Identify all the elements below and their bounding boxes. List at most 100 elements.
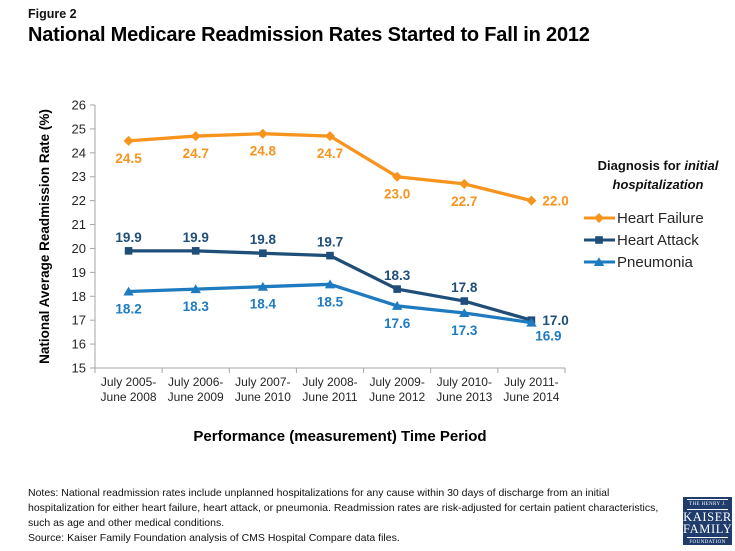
data-label: 24.7 <box>183 146 209 161</box>
data-label: 22.7 <box>451 194 477 209</box>
triangle-marker <box>324 279 336 289</box>
square-marker <box>393 285 401 293</box>
data-label: 17.8 <box>451 280 478 295</box>
y-axis-tick-label: 24 <box>72 145 86 160</box>
kff-logo: THE HENRY J. KAISER FAMILY FOUNDATION <box>683 497 732 545</box>
y-axis-tick-label: 25 <box>72 121 86 136</box>
triangle-marker <box>257 281 269 291</box>
y-axis-title: National Average Readmission Rate (%) <box>37 109 52 364</box>
diamond-marker <box>123 135 134 146</box>
diamond-marker <box>190 131 201 142</box>
triangle-marker <box>190 284 201 294</box>
y-axis-tick-label: 15 <box>72 361 86 376</box>
triangle-marker <box>593 257 605 266</box>
data-label: 22.0 <box>542 194 568 209</box>
data-label: 17.0 <box>542 313 568 328</box>
series-heart-failure: 24.5 24.7 24.8 24.7 23.0 22.7 22.0 <box>115 128 569 209</box>
data-label: 19.9 <box>183 230 209 245</box>
data-label: 19.9 <box>115 230 141 245</box>
data-label: 17.3 <box>451 323 478 338</box>
diamond-marker <box>459 178 470 189</box>
data-label: 18.3 <box>183 299 210 314</box>
logo-line-kaiser: KAISER <box>683 510 732 524</box>
data-label: 24.7 <box>317 146 343 161</box>
y-axis-tick-label: 21 <box>72 217 86 232</box>
x-axis-category-label: July 2008-June 2011 <box>302 375 358 404</box>
legend-entry-heart-attack: Heart Attack <box>583 229 733 251</box>
data-label: 16.9 <box>535 329 561 344</box>
diamond-marker <box>257 128 268 139</box>
x-axis-category-label: July 2007-June 2010 <box>235 375 291 404</box>
data-label: 19.8 <box>250 232 277 247</box>
legend-entry-label: Heart Failure <box>617 209 704 227</box>
y-axis-tick-label: 22 <box>72 193 86 208</box>
y-axis-tick-label: 17 <box>72 313 86 328</box>
y-axis-tick-label: 19 <box>72 265 86 280</box>
logo-divider <box>687 499 728 500</box>
square-marker <box>124 247 133 255</box>
logo-line-family: FAMILY <box>683 521 733 536</box>
logo-divider <box>687 509 728 510</box>
legend-title-italic: initial hospitalization <box>612 158 719 192</box>
triangle-marker <box>526 317 537 327</box>
data-label: 18.3 <box>384 268 411 283</box>
source-text: Source: Kaiser Family Foundation analysi… <box>28 532 400 544</box>
data-label: 18.5 <box>317 294 344 309</box>
logo-line-foundation: FOUNDATION <box>689 540 726 545</box>
data-label: 18.2 <box>115 301 141 316</box>
x-axis-title: Performance (measurement) Time Period <box>193 428 487 445</box>
data-label: 24.8 <box>250 144 277 159</box>
y-axis-tick-label: 23 <box>72 169 86 184</box>
logo-line-the-henry-j: THE HENRY J. <box>689 502 726 507</box>
x-axis-category-label: July 2011-June 2014 <box>503 375 559 404</box>
heart-failure-legend-marker-icon <box>584 213 615 223</box>
page-title: National Medicare Readmission Rates Star… <box>28 24 590 46</box>
legend-title-normal: Diagnosis for <box>597 158 685 173</box>
chart-header: Figure 2 National Medicare Readmission R… <box>28 7 590 47</box>
logo-divider <box>687 537 728 538</box>
heart-attack-legend-marker-icon <box>584 236 615 244</box>
notes-text: Notes: National readmission rates includ… <box>28 487 659 529</box>
square-marker <box>595 236 603 244</box>
x-axis-category-label: July 2006-June 2009 <box>168 375 224 404</box>
x-axis-category-label: July 2009-June 2012 <box>369 375 425 404</box>
legend-entry-label: Pneumonia <box>617 253 693 271</box>
y-axis-tick-label: 18 <box>72 289 86 304</box>
legend-entry-pneumonia: Pneumonia <box>583 251 733 273</box>
triangle-marker <box>123 286 134 296</box>
data-label: 18.4 <box>250 297 277 312</box>
chart-legend: Diagnosis for initial hospitalization He… <box>583 157 733 273</box>
square-marker <box>460 297 469 305</box>
y-axis-tick-label: 26 <box>72 98 86 113</box>
legend-entry-label: Heart Attack <box>617 231 699 249</box>
pneumonia-legend-marker-icon <box>584 257 615 266</box>
diamond-marker <box>594 213 604 223</box>
notes-block: Notes: National readmission rates includ… <box>28 486 676 546</box>
line-chart: 15 16 17 18 19 20 21 22 23 24 25 26 July 2005-June 2… <box>37 98 569 405</box>
x-axis-category-label: July 2005-June 2008 <box>101 375 157 404</box>
x-axis-category-label: July 2010-June 2013 <box>436 375 492 404</box>
series-pneumonia: 18.2 18.3 18.4 18.5 17.6 17.3 16.9 <box>115 279 562 344</box>
y-axis-tick-label: 16 <box>72 337 86 352</box>
triangle-marker <box>391 301 403 310</box>
diamond-marker <box>392 171 403 182</box>
series-heart-attack: 19.9 19.9 19.8 19.7 18.3 17.8 17.0 <box>115 230 568 328</box>
data-label: 19.7 <box>317 235 343 250</box>
legend-entries: Heart Failure Heart Attack Pneumonia <box>583 207 733 273</box>
square-marker <box>191 247 200 255</box>
square-marker <box>326 251 334 260</box>
data-label: 23.0 <box>384 187 410 202</box>
figure-label: Figure 2 <box>28 7 77 21</box>
legend-title: Diagnosis for initial hospitalization <box>583 157 733 194</box>
y-axis-tick-label: 20 <box>72 241 86 256</box>
series-line-heart-failure <box>128 132 532 203</box>
legend-entry-heart-failure: Heart Failure <box>583 207 733 229</box>
data-label: 24.5 <box>115 151 142 166</box>
diamond-marker <box>526 195 537 206</box>
square-marker <box>259 249 267 258</box>
diamond-marker <box>325 131 335 142</box>
logo-wordmark: KAISER FAMILY <box>683 510 732 537</box>
data-label: 17.6 <box>384 316 411 331</box>
triangle-marker <box>459 308 470 318</box>
